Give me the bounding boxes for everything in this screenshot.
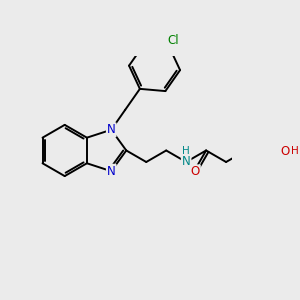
Text: Cl: Cl — [168, 34, 179, 47]
Text: N: N — [107, 123, 116, 136]
Text: O: O — [280, 145, 289, 158]
Text: N: N — [182, 155, 190, 169]
Text: O: O — [190, 165, 200, 178]
Text: H: H — [291, 146, 299, 156]
Text: H: H — [182, 146, 190, 156]
Text: N: N — [107, 165, 116, 178]
